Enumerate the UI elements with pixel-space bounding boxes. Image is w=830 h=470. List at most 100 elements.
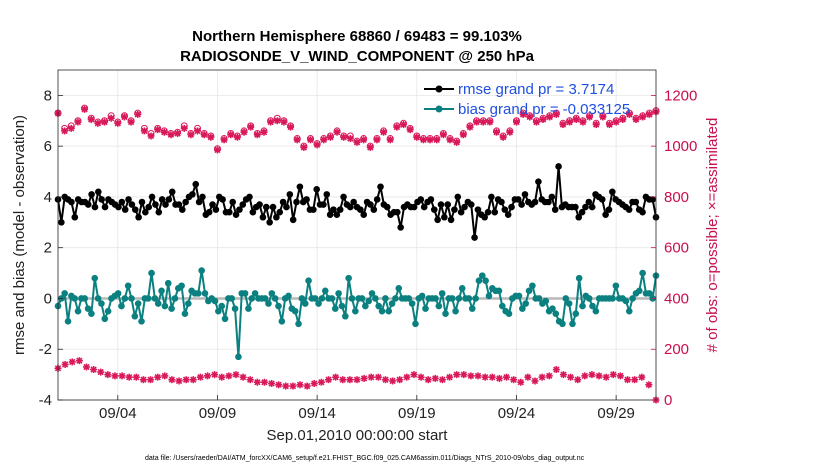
- bias-point: [549, 305, 556, 312]
- y-axis-label: rmse and bias (model - observation): [11, 115, 28, 355]
- obs-bottom-point: [317, 378, 325, 386]
- bias-point: [161, 302, 169, 310]
- obs-assimilated-point: [519, 110, 527, 118]
- bias-point: [151, 295, 159, 302]
- bias-point: [318, 295, 326, 302]
- obs-assimilated-point: [459, 131, 467, 139]
- bias-point: [609, 295, 616, 302]
- obs-bottom-point: [524, 373, 532, 381]
- obs-assimilated-point: [393, 123, 401, 131]
- obs-assimilated-point: [586, 113, 594, 121]
- rmse-point: [209, 201, 216, 208]
- bias-point: [495, 287, 503, 295]
- rmse-point: [262, 203, 270, 211]
- rmse-point: [588, 203, 596, 211]
- rmse-point: [340, 193, 347, 201]
- bias-point: [164, 279, 172, 287]
- x-tick-label: 09/19: [398, 405, 436, 422]
- obs-bottom-point: [588, 371, 596, 379]
- obs-bottom-point: [310, 380, 318, 387]
- obs-assimilated-point: [81, 105, 89, 113]
- bias-point: [382, 295, 389, 302]
- bias-point: [275, 302, 282, 310]
- obs-bottom-point: [631, 376, 639, 384]
- rmse-point: [474, 206, 482, 213]
- rmse-point: [58, 219, 65, 226]
- rmse-point: [118, 198, 126, 206]
- obs-assimilated-point: [386, 136, 394, 144]
- obs-bottom-point: [609, 371, 617, 379]
- obs-assimilated-point: [154, 126, 162, 134]
- y-axis-label-right: # of obs: o=possible; ×=assimilated: [704, 118, 721, 353]
- obs-assimilated-point: [240, 128, 248, 136]
- obs-bottom-point: [381, 376, 389, 384]
- obs-assimilated-point: [466, 123, 474, 131]
- rmse-point: [598, 196, 606, 203]
- rmse-point: [293, 198, 300, 206]
- rmse-point: [578, 208, 586, 216]
- plot-frame: [57, 69, 657, 401]
- obs-bottom-point: [182, 376, 190, 384]
- bias-point: [525, 287, 533, 295]
- rmse-point: [639, 208, 646, 216]
- bias-point: [375, 302, 383, 310]
- obs-bottom-point: [82, 363, 90, 371]
- obs-assimilated-point: [599, 113, 607, 121]
- obs-bottom-point: [282, 382, 290, 390]
- obs-bottom-point: [97, 368, 105, 376]
- obs-bottom-point: [616, 372, 624, 380]
- obs-bottom-point: [196, 373, 204, 381]
- rmse-point: [444, 201, 452, 208]
- obs-assimilated-point: [380, 128, 388, 136]
- obs-assimilated-point: [419, 136, 427, 144]
- bias-point: [335, 290, 342, 297]
- rmse-point: [609, 188, 616, 196]
- obs-assimilated-point: [605, 121, 613, 129]
- rmse-point: [68, 198, 75, 206]
- obs-bottom-point: [332, 373, 340, 381]
- rmse-point: [155, 208, 163, 216]
- rmse-point: [192, 180, 200, 188]
- obs-bottom-point: [147, 376, 155, 384]
- y-tick-label: 6: [44, 138, 52, 155]
- obs-bottom-point: [353, 376, 361, 384]
- bias-point: [352, 307, 359, 315]
- obs-assimilated-point: [406, 126, 414, 134]
- rmse-point: [195, 198, 203, 206]
- rmse-point: [346, 203, 354, 211]
- bias-point: [121, 295, 129, 302]
- rmse-point: [229, 198, 236, 206]
- rmse-point: [504, 211, 512, 218]
- obs-bottom-point: [154, 373, 162, 381]
- obs-assimilated-point: [167, 131, 175, 139]
- rmse-point: [320, 201, 327, 208]
- bias-point: [519, 305, 526, 312]
- obs-bottom-point: [61, 360, 69, 368]
- obs-assimilated-point: [353, 138, 361, 146]
- rmse-point: [135, 213, 142, 221]
- rmse-point: [182, 198, 189, 206]
- obs-assimilated-point: [559, 121, 567, 129]
- bias-point: [201, 290, 209, 297]
- obs-assimilated-point: [107, 114, 115, 122]
- obs-bottom-point: [289, 382, 297, 390]
- obs-assimilated-point: [439, 131, 447, 139]
- obs-assimilated-point: [506, 128, 514, 136]
- bias-point: [435, 302, 443, 310]
- bias-point: [635, 287, 643, 295]
- rmse-point: [91, 203, 99, 211]
- obs-bottom-point: [218, 373, 226, 381]
- bias-point: [104, 307, 112, 315]
- rmse-point: [88, 191, 95, 198]
- rmse-point: [165, 196, 173, 203]
- obs-assimilated-point: [579, 118, 587, 126]
- bias-point: [184, 300, 192, 307]
- rmse-point: [148, 193, 156, 201]
- obs-assimilated-point: [94, 119, 102, 127]
- bias-point: [569, 320, 576, 328]
- y-tick-label: 0: [44, 290, 52, 307]
- rmse-point: [508, 203, 515, 211]
- rmse-point: [152, 201, 159, 208]
- bias-point: [579, 302, 586, 310]
